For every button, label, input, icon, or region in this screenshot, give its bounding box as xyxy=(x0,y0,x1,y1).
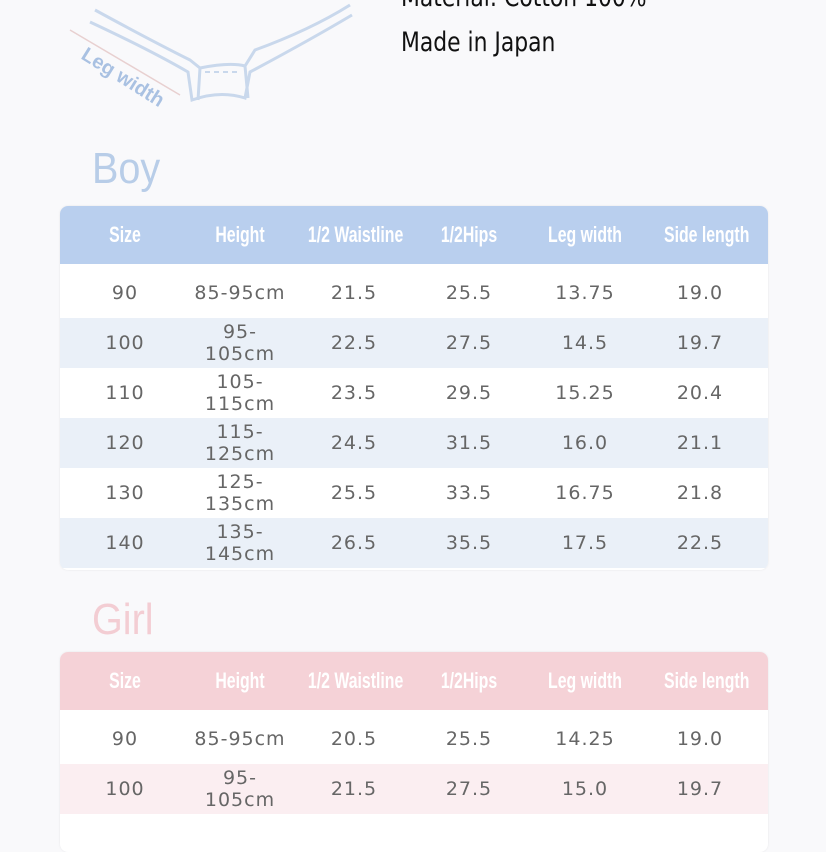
table-cell: 105-115cm xyxy=(204,371,276,415)
table-cell: 14.5 xyxy=(561,332,609,354)
column-header: Side length xyxy=(664,222,750,247)
origin-text: Made in Japan xyxy=(401,27,556,58)
table-cell: 22.5 xyxy=(676,532,724,554)
table-cell: 31.5 xyxy=(445,432,493,454)
girl-title: Girl xyxy=(92,595,154,644)
column-header: Side length xyxy=(664,668,750,693)
table-cell: 16.75 xyxy=(555,482,615,504)
column-header: Leg width xyxy=(548,222,622,247)
column-header: 1/2 Waistline xyxy=(307,668,404,693)
table-cell: 110 xyxy=(105,382,145,404)
table-cell: 21.5 xyxy=(330,778,378,800)
table-row: 100 95-105cm 21.5 27.5 15.0 19.7 xyxy=(60,764,768,814)
table-cell: 21.1 xyxy=(676,432,724,454)
table-cell: 100 xyxy=(105,332,145,354)
table-cell: 22.5 xyxy=(330,332,378,354)
column-header: Height xyxy=(215,668,265,693)
table-cell: 19.7 xyxy=(676,332,724,354)
table-cell: 21.5 xyxy=(330,282,378,304)
underwear-illustration: Leg width xyxy=(69,3,353,110)
table-cell: 19.0 xyxy=(676,728,724,750)
table-cell: 23.5 xyxy=(330,382,378,404)
table-cell: 135-145cm xyxy=(204,521,276,565)
table-cell: 130 xyxy=(105,482,145,504)
column-header: Size xyxy=(109,668,141,693)
table-cell: 95-105cm xyxy=(204,767,276,811)
column-header: Leg width xyxy=(548,668,622,693)
table-cell: 29.5 xyxy=(445,382,493,404)
table-row: 120 115-125cm 24.5 31.5 16.0 21.1 xyxy=(60,418,768,468)
table-cell: 19.0 xyxy=(676,282,724,304)
table-cell: 33.5 xyxy=(445,482,493,504)
table-header: Size Height 1/2 Waistline 1/2Hips Leg width S… xyxy=(60,652,768,710)
column-header: Height xyxy=(215,222,265,247)
table-cell: 20.5 xyxy=(330,728,378,750)
table-cell: 15.0 xyxy=(561,778,609,800)
table-row: 130 125-135cm 25.5 33.5 16.75 21.8 xyxy=(60,468,768,518)
table-cell: 95-105cm xyxy=(204,321,276,365)
table-cell: 120 xyxy=(105,432,145,454)
table-cell: 20.4 xyxy=(676,382,724,404)
table-cell: 35.5 xyxy=(445,532,493,554)
column-header: 1/2Hips xyxy=(440,668,498,693)
table-cell: 100 xyxy=(105,778,145,800)
table-cell: 27.5 xyxy=(445,332,493,354)
table-cell: 13.75 xyxy=(555,282,615,304)
table-cell: 85-95cm xyxy=(194,282,286,304)
table-header: Size Height 1/2 Waistline 1/2Hips Leg width S… xyxy=(60,206,768,264)
column-header: Size xyxy=(109,222,141,247)
table-cell: 125-135cm xyxy=(204,471,276,515)
table-cell: 90 xyxy=(111,728,139,750)
table-cell: 21.8 xyxy=(676,482,724,504)
table-cell: 15.25 xyxy=(555,382,615,404)
table-cell: 140 xyxy=(105,532,145,554)
table-cell: 14.25 xyxy=(555,728,615,750)
column-header: 1/2 Waistline xyxy=(307,222,404,247)
table-cell: 115-125cm xyxy=(204,421,276,465)
table-row: 110 105-115cm 23.5 29.5 15.25 20.4 xyxy=(60,368,768,418)
table-cell: 25.5 xyxy=(445,728,493,750)
table-cell: 17.5 xyxy=(561,532,609,554)
table-cell: 27.5 xyxy=(445,778,493,800)
boy-title: Boy xyxy=(92,144,161,193)
boy-size-table: Size Height 1/2 Waistline 1/2Hips Leg width S… xyxy=(60,206,768,570)
material-text: Material: Cotton 100% xyxy=(401,0,647,13)
table-row: 90 85-95cm 21.5 25.5 13.75 19.0 xyxy=(60,268,768,318)
table-row: 100 95-105cm 22.5 27.5 14.5 19.7 xyxy=(60,318,768,368)
table-row: 90 85-95cm 20.5 25.5 14.25 19.0 xyxy=(60,714,768,764)
table-cell: 16.0 xyxy=(561,432,609,454)
table-cell: 19.7 xyxy=(676,778,724,800)
table-cell: 25.5 xyxy=(445,282,493,304)
table-cell: 26.5 xyxy=(330,532,378,554)
table-cell: 24.5 xyxy=(330,432,378,454)
table-row: 140 135-145cm 26.5 35.5 17.5 22.5 xyxy=(60,518,768,568)
girl-size-table: Size Height 1/2 Waistline 1/2Hips Leg width S… xyxy=(60,652,768,852)
table-cell: 25.5 xyxy=(330,482,378,504)
column-header: 1/2Hips xyxy=(440,222,498,247)
table-cell: 85-95cm xyxy=(194,728,286,750)
table-cell: 90 xyxy=(111,282,139,304)
